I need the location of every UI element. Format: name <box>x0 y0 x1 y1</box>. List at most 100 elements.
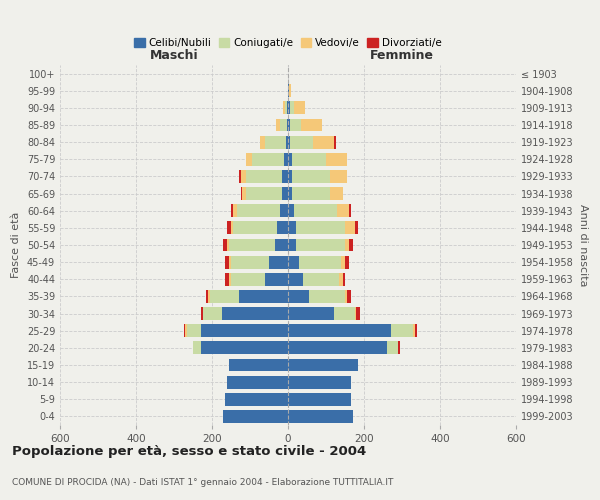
Bar <box>252 153 284 166</box>
Bar <box>226 273 229 285</box>
Bar <box>206 290 208 303</box>
Bar <box>288 222 296 234</box>
Bar <box>203 307 221 320</box>
Bar <box>239 290 288 303</box>
Bar <box>343 273 345 285</box>
Bar <box>288 187 292 200</box>
Bar <box>288 393 350 406</box>
Bar <box>284 153 288 166</box>
Bar <box>309 290 345 303</box>
Bar <box>299 256 341 268</box>
Bar <box>288 342 387 354</box>
Bar <box>288 273 303 285</box>
Bar <box>290 118 301 132</box>
Bar <box>227 376 288 388</box>
Bar <box>334 307 355 320</box>
Bar <box>292 153 326 166</box>
Bar <box>223 238 227 252</box>
Bar <box>356 307 360 320</box>
Bar <box>229 358 288 372</box>
Bar <box>288 290 309 303</box>
Bar <box>292 170 330 183</box>
Bar <box>231 204 233 217</box>
Bar <box>288 376 350 388</box>
Bar <box>265 273 288 285</box>
Bar <box>340 273 343 285</box>
Bar <box>229 273 231 285</box>
Bar <box>287 118 288 132</box>
Bar <box>296 222 345 234</box>
Bar <box>236 204 280 217</box>
Bar <box>246 187 283 200</box>
Bar <box>289 84 290 97</box>
Bar <box>241 170 246 183</box>
Bar <box>334 136 335 148</box>
Bar <box>296 238 345 252</box>
Bar <box>242 187 246 200</box>
Bar <box>387 342 398 354</box>
Bar <box>355 222 358 234</box>
Bar <box>288 410 353 423</box>
Bar <box>288 118 290 132</box>
Legend: Celibi/Nubili, Coniugati/e, Vedovi/e, Divorziati/e: Celibi/Nubili, Coniugati/e, Vedovi/e, Di… <box>130 34 446 52</box>
Bar <box>233 204 236 217</box>
Bar <box>276 118 280 132</box>
Bar <box>330 187 343 200</box>
Y-axis label: Anni di nascita: Anni di nascita <box>577 204 587 286</box>
Bar <box>355 307 356 320</box>
Bar <box>277 222 288 234</box>
Bar <box>265 136 286 148</box>
Text: Maschi: Maschi <box>149 48 199 62</box>
Bar <box>221 307 288 320</box>
Bar <box>231 273 265 285</box>
Bar <box>286 102 287 114</box>
Bar <box>288 170 292 183</box>
Bar <box>187 324 200 337</box>
Bar <box>269 256 288 268</box>
Bar <box>223 410 288 423</box>
Bar <box>391 324 413 337</box>
Bar <box>415 324 417 337</box>
Bar <box>227 222 231 234</box>
Bar <box>288 153 292 166</box>
Bar <box>246 153 252 166</box>
Bar <box>288 238 296 252</box>
Bar <box>294 102 305 114</box>
Bar <box>290 136 313 148</box>
Bar <box>200 342 288 354</box>
Bar <box>288 136 290 148</box>
Bar <box>326 153 347 166</box>
Bar <box>345 238 349 252</box>
Bar <box>210 290 239 303</box>
Bar <box>288 358 358 372</box>
Bar <box>229 256 231 268</box>
Bar <box>347 290 350 303</box>
Bar <box>345 222 355 234</box>
Bar <box>275 238 288 252</box>
Bar <box>288 204 294 217</box>
Bar <box>227 238 229 252</box>
Bar <box>280 204 288 217</box>
Bar <box>246 170 283 183</box>
Bar <box>288 102 290 114</box>
Bar <box>301 118 322 132</box>
Bar <box>184 324 185 337</box>
Text: Popolazione per età, sesso e stato civile - 2004: Popolazione per età, sesso e stato civil… <box>12 445 366 458</box>
Bar <box>208 290 210 303</box>
Bar <box>231 256 269 268</box>
Bar <box>288 84 289 97</box>
Bar <box>231 222 233 234</box>
Bar <box>283 187 288 200</box>
Bar <box>303 273 340 285</box>
Bar <box>349 238 353 252</box>
Bar <box>200 324 288 337</box>
Bar <box>349 204 350 217</box>
Bar <box>313 136 334 148</box>
Bar <box>233 222 277 234</box>
Bar <box>239 170 241 183</box>
Bar <box>200 307 203 320</box>
Bar <box>185 324 187 337</box>
Bar <box>260 136 265 148</box>
Bar <box>241 187 242 200</box>
Bar <box>398 342 400 354</box>
